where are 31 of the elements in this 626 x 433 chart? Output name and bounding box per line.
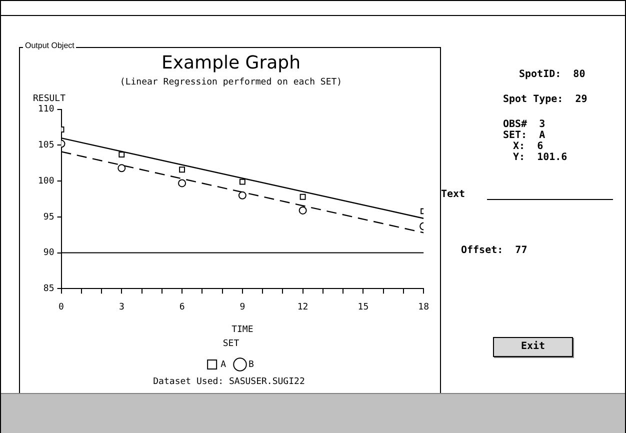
- legend-title: SET: [222, 339, 240, 350]
- y-tick-label: 105: [38, 140, 54, 151]
- x-tick-label: 15: [358, 302, 369, 312]
- x-tick-label: 12: [297, 302, 308, 312]
- legend-label: A: [220, 360, 227, 370]
- y-tick-label: 90: [43, 248, 54, 258]
- text: Output Object: [23, 41, 76, 50]
- x-tick-label: 3: [118, 302, 124, 312]
- y-tick-label: 95: [43, 212, 54, 222]
- text: X: 6: [513, 141, 544, 152]
- text: OBS# 3: [503, 119, 546, 130]
- y-tick-label: 100: [38, 176, 54, 186]
- legend-label: B: [248, 360, 254, 370]
- text: Offset: 77: [461, 245, 528, 256]
- y-axis-title: RESULT: [33, 94, 66, 104]
- text: SET: A: [503, 130, 546, 141]
- chart-title: Example Graph: [161, 52, 301, 74]
- text: SpotID: 80: [519, 69, 586, 80]
- x-axis-title: TIME: [232, 325, 254, 336]
- chart-subtitle: (Linear Regression performed on each SET): [120, 77, 342, 88]
- text: Text: [441, 189, 466, 200]
- x-tick-label: 0: [58, 302, 64, 312]
- text: Exit: [493, 337, 573, 357]
- text: Spot Type: 29: [503, 94, 588, 105]
- y-tick-label: 85: [43, 284, 54, 294]
- x-tick-label: 6: [179, 302, 185, 312]
- y-tick-label: 110: [38, 104, 54, 115]
- x-tick-label: 9: [240, 302, 246, 312]
- text: Dataset Used: SASUSER.SUGI22: [152, 377, 306, 387]
- x-tick-label: 18: [418, 302, 430, 312]
- text: Y: 101.6: [513, 152, 568, 163]
